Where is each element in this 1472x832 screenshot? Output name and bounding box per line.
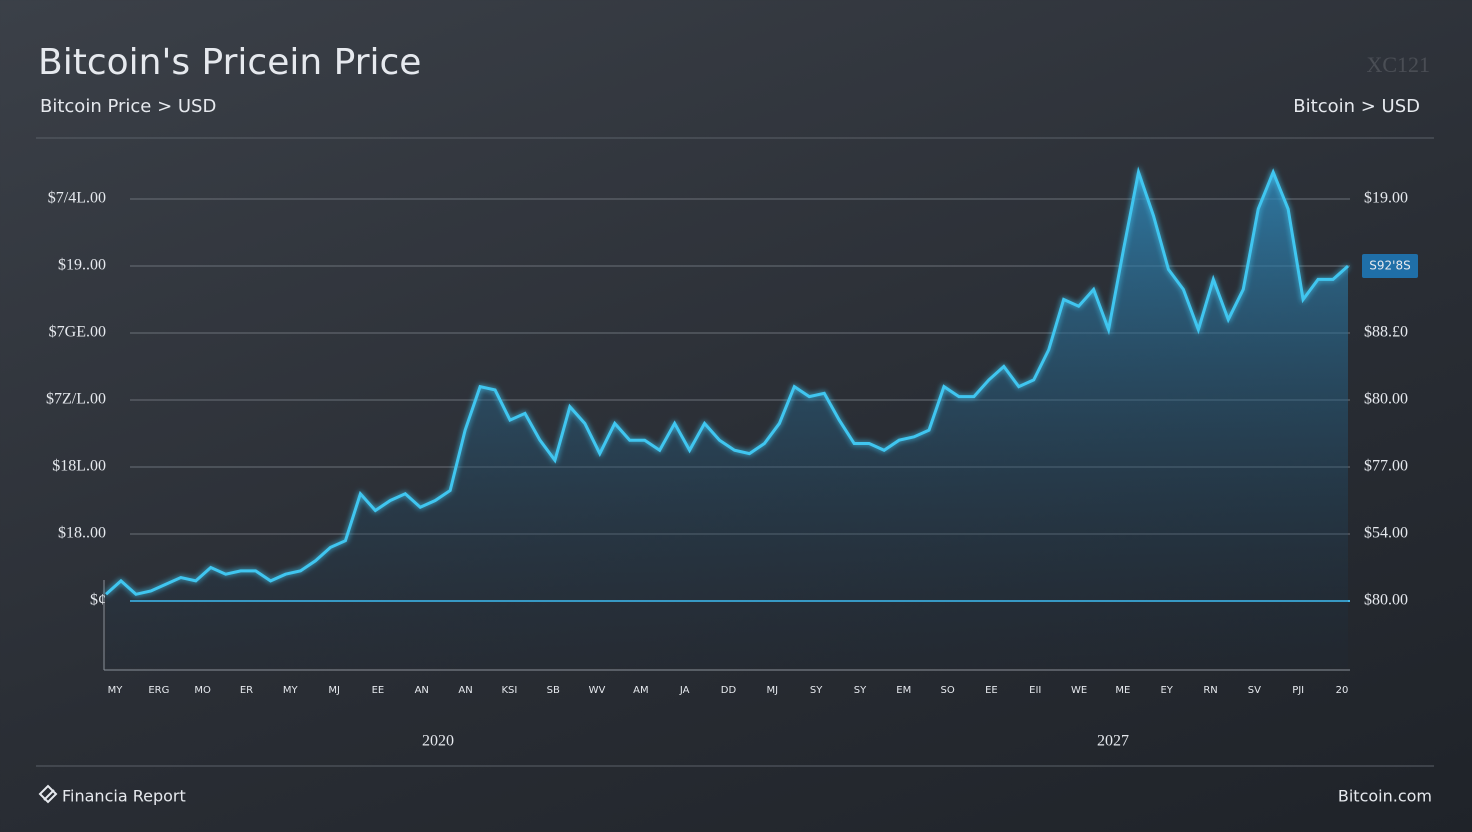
subtitle: Bitcoin Price > USD — [40, 96, 216, 117]
x-tick-label: SB — [547, 685, 560, 696]
y-tick-label: $18..00 — [58, 525, 106, 542]
y2-tick-label: $80.00 — [1364, 592, 1408, 609]
x-tick-label: PJI — [1292, 685, 1304, 696]
x-tick-label: JA — [679, 685, 690, 696]
x-tick-label: 20 — [1336, 685, 1349, 696]
x-tick-label: DD — [721, 685, 737, 696]
x-tick-label: MY — [108, 685, 124, 696]
x-tick-label: RN — [1203, 685, 1217, 696]
x-tick-label: ERG — [148, 685, 169, 696]
price-badge — [1362, 254, 1418, 278]
right-label: Bitcoin > USD — [1293, 96, 1420, 117]
x-tick-label: EII — [1029, 685, 1041, 696]
x-tick-label: ER — [240, 685, 253, 696]
x-tick-label: SV — [1248, 685, 1261, 696]
x-tick-label: AM — [633, 685, 648, 696]
x-tick-label: ME — [1115, 685, 1130, 696]
title: Bitcoin's Pricein Price — [38, 42, 421, 83]
x-tick-label: WV — [589, 685, 606, 696]
x-tick-label: AN — [458, 685, 472, 696]
x-tick-label: KSI — [501, 685, 517, 696]
corner-mark: XC121 — [1366, 52, 1430, 77]
y2-tick-label: $54.00 — [1364, 525, 1408, 542]
price-badge-label: S92'8S — [1369, 259, 1410, 273]
x-tick-label: EM — [896, 685, 911, 696]
logo — [38, 784, 58, 804]
footer-left: Financia Report — [62, 787, 186, 806]
y-tick-label: $7GE.00 — [49, 324, 106, 341]
x-tick-label: MY — [283, 685, 299, 696]
year-label: 2020 — [422, 733, 454, 750]
x-tick-label: SO — [940, 685, 954, 696]
y-tick-label: $7/4L.00 — [48, 190, 106, 207]
y2-tick-label: $80.00 — [1364, 391, 1408, 408]
x-tick-label: MO — [194, 685, 211, 696]
y2-tick-label: $77.00 — [1364, 458, 1408, 475]
area — [106, 172, 1348, 668]
y2-tick-label: $19.00 — [1364, 190, 1408, 207]
x-tick-label: EE — [372, 685, 385, 696]
x-tick-label: MJ — [328, 685, 340, 696]
y-tick-label: $7Z/L.00 — [46, 391, 106, 408]
y-tick-label: $18L.00 — [52, 458, 106, 475]
x-tick-label: EY — [1160, 685, 1173, 696]
x-tick-label: AN — [415, 685, 429, 696]
year-label: 2027 — [1097, 733, 1129, 750]
footer-right: Bitcoin.com — [1338, 787, 1432, 806]
x-tick-label: WE — [1071, 685, 1087, 696]
x-tick-label: SY — [854, 685, 867, 696]
x-tick-label: EE — [985, 685, 998, 696]
y-tick-label: $¢ — [90, 592, 106, 609]
price-line — [104, 166, 1350, 596]
y2-tick-label: $88.£0 — [1364, 324, 1408, 341]
y-tick-label: $19..00 — [58, 257, 106, 274]
x-tick-label: MJ — [767, 685, 779, 696]
x-tick-label: SY — [810, 685, 823, 696]
